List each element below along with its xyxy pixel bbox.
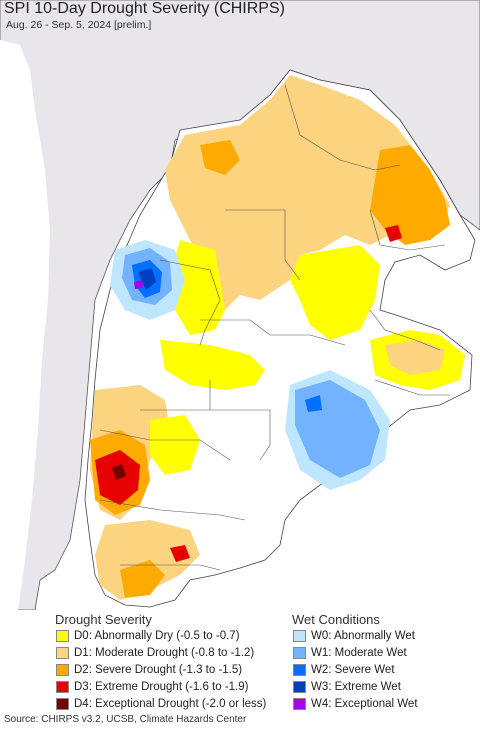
wet-legend-heading: Wet Conditions: [292, 612, 380, 627]
drought-legend-heading: Drought Severity: [55, 612, 152, 627]
w2-swatch: [293, 664, 306, 676]
drought-patches: [90, 75, 465, 600]
d2-swatch: [56, 664, 69, 676]
wet-patches: [110, 240, 390, 490]
legend-item-label: W0: Abnormally Wet: [311, 630, 415, 642]
w3-swatch: [293, 681, 306, 693]
w1-swatch: [293, 647, 306, 659]
legend-item-label: D4: Exceptional Drought (-2.0 or less): [74, 698, 267, 710]
legend-item-label: W4: Exceptional Wet: [311, 698, 418, 710]
page-title: SPI 10-Day Drought Severity (CHIRPS): [4, 0, 285, 17]
source-credit: Source: CHIRPS v3.2, UCSB, Climate Hazar…: [4, 714, 247, 725]
d4-swatch: [56, 698, 69, 710]
w4-swatch: [293, 698, 306, 710]
province-boundaries: [99, 84, 450, 571]
legend-item-label: W1: Moderate Wet: [311, 647, 407, 659]
legend-item-d1: D1: Moderate Drought (-0.8 to -1.2): [56, 646, 254, 660]
drought-map: [0, 0, 480, 610]
d3-swatch: [56, 681, 69, 693]
date-subtitle: Aug. 26 - Sep. 5, 2024 [prelim.]: [6, 19, 152, 31]
legend-item-d4: D4: Exceptional Drought (-2.0 or less): [56, 697, 266, 711]
legend-item-w1: W1: Moderate Wet: [293, 646, 407, 660]
legend-item-w2: W2: Severe Wet: [293, 663, 395, 677]
legend-item-w0: W0: Abnormally Wet: [293, 629, 415, 643]
legend-item-d2: D2: Severe Drought (-1.3 to -1.5): [56, 663, 242, 677]
legend-item-label: D2: Severe Drought (-1.3 to -1.5): [74, 664, 243, 676]
legend-item-label: W3: Extreme Wet: [311, 681, 401, 693]
legend-item-label: D0: Abnormally Dry (-0.5 to -0.7): [74, 630, 240, 642]
ocean-left: [0, 40, 50, 610]
d0-swatch: [56, 630, 69, 642]
legend-item-w4: W4: Exceptional Wet: [293, 697, 418, 711]
legend: Drought Severity Wet Conditions D0: Abno…: [0, 612, 480, 712]
legend-item-label: D3: Extreme Drought (-1.6 to -1.9): [74, 681, 249, 693]
legend-item-label: W2: Severe Wet: [311, 664, 395, 676]
legend-item-d3: D3: Extreme Drought (-1.6 to -1.9): [56, 680, 248, 694]
w0-swatch: [293, 630, 306, 642]
d1-swatch: [56, 647, 69, 659]
legend-item-w3: W3: Extreme Wet: [293, 680, 401, 694]
legend-item-label: D1: Moderate Drought (-0.8 to -1.2): [74, 647, 255, 659]
legend-item-d0: D0: Abnormally Dry (-0.5 to -0.7): [56, 629, 240, 643]
